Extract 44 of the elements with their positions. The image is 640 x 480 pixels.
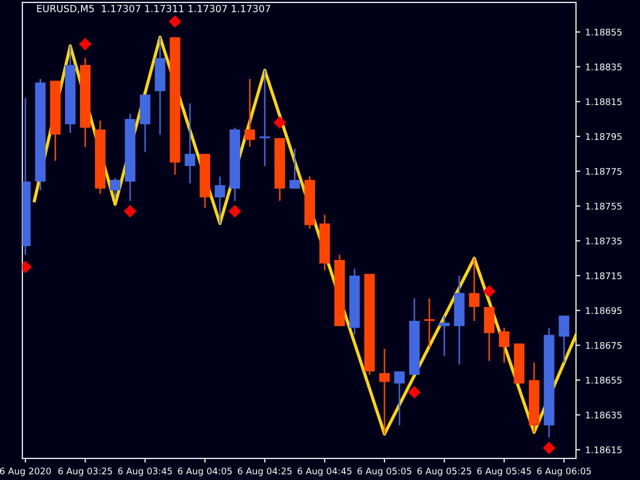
- y-tick-label: 1.18775: [586, 168, 622, 175]
- x-tick-label: 6 Aug 04:25: [238, 468, 292, 476]
- x-tick-label: 6 Aug 2020: [0, 468, 51, 476]
- y-tick-label: 1.18735: [586, 238, 622, 244]
- y-tick-label: 1.18855: [586, 28, 622, 36]
- candlestick: [424, 298, 435, 348]
- candlestick: [394, 370, 405, 426]
- point: [79, 38, 92, 50]
- chart-title: EURUSD,M5 1.17307 1.17311 1.17307 1.17307: [37, 4, 270, 14]
- x-tick-label: 6 Aug 05:25: [417, 468, 472, 476]
- x-tick-label: 6 Aug 04:05: [178, 468, 232, 476]
- y-tick-label: 1.18795: [586, 133, 622, 140]
- y-tick-label: 1.18835: [586, 64, 622, 70]
- y-tick-label: 1.18755: [586, 202, 622, 210]
- y-tick-label: 1.18655: [586, 376, 622, 384]
- x-tick-label: 6 Aug 04:45: [298, 468, 352, 476]
- candlestick: [558, 314, 570, 364]
- point: [408, 386, 421, 398]
- point: [168, 15, 182, 28]
- candlestick: [184, 102, 196, 184]
- point: [228, 205, 242, 218]
- candlestick: [439, 314, 450, 356]
- x-tick-label: 6 Aug 03:45: [118, 468, 172, 476]
- y-tick-label: 1.18815: [586, 98, 622, 106]
- point: [483, 285, 496, 298]
- point: [274, 116, 286, 129]
- x-tick-label: 6 Aug 06:05: [537, 468, 591, 476]
- candlestick: [110, 177, 120, 200]
- y-tick-label: 1.18635: [586, 412, 622, 418]
- x-tick-label: 6 Aug 05:05: [358, 468, 412, 476]
- candlestick: [469, 258, 480, 322]
- candlestick: [379, 348, 390, 435]
- x-tick-label: 6 Aug 05:45: [477, 468, 531, 476]
- candlestick: [214, 176, 226, 224]
- candlestick: [244, 78, 256, 148]
- x-tick-label: 6 Aug 03:25: [58, 468, 112, 476]
- candlestick: [289, 148, 300, 190]
- point: [124, 205, 136, 218]
- candlestick: [498, 327, 510, 364]
- y-tick-label: 1.18675: [586, 342, 622, 349]
- y-tick-label: 1.18615: [586, 446, 622, 454]
- y-tick-label: 1.18715: [586, 272, 622, 280]
- y-tick-label: 1.18695: [586, 307, 622, 314]
- point: [542, 442, 556, 454]
